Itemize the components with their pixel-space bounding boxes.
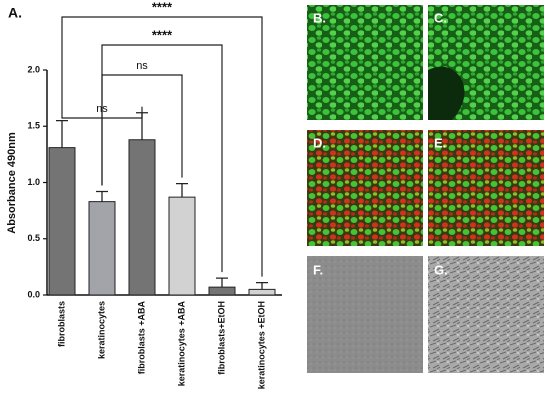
x-tick-label: keratinocytes +EtOH	[256, 301, 266, 389]
bar	[88, 201, 116, 296]
bar	[48, 147, 76, 296]
error-bar	[176, 182, 188, 198]
x-tick-label: fibroblasts +ABA	[136, 301, 146, 375]
y-tick-label: 0.0	[27, 289, 40, 299]
significance-label: ns	[136, 60, 148, 72]
image-panel	[428, 130, 544, 246]
y-tick-label: 0.5	[27, 233, 40, 243]
panel-label: B.	[313, 10, 326, 25]
x-tick-label: keratinocytes +ABA	[176, 301, 186, 387]
panel-label: F.	[313, 262, 323, 277]
error-bar	[56, 119, 68, 148]
panel-label: C.	[434, 10, 447, 25]
error-bar	[256, 281, 268, 290]
y-tick-label: 1.0	[27, 177, 40, 187]
x-tick-label: fibroblasts	[56, 301, 66, 347]
bar	[248, 288, 276, 296]
significance-label: ****	[152, 27, 173, 42]
significance-label: ****	[152, 0, 173, 14]
y-axis-label: Absorbance 490nm	[6, 132, 18, 234]
panel-label: E.	[434, 135, 446, 150]
significance-bracket	[101, 44, 223, 273]
error-bar	[96, 190, 108, 202]
x-tick-label: keratinocytes	[96, 301, 106, 359]
image-dark-region	[428, 66, 465, 120]
bar	[208, 286, 236, 296]
panel-label: G.	[434, 262, 448, 277]
x-tick-label: fibroblasts+EtOH	[216, 301, 226, 375]
y-tick-label: 2.0	[27, 64, 40, 74]
panel-label: A.	[8, 5, 22, 21]
y-tick-label: 1.5	[27, 121, 40, 131]
error-bar	[216, 277, 228, 288]
significance-bracket	[61, 16, 263, 277]
image-panel	[307, 5, 423, 120]
image-panel	[428, 256, 544, 373]
panel-label: D.	[313, 135, 326, 150]
bar	[168, 196, 196, 296]
bar	[128, 139, 156, 296]
image-panel	[307, 130, 423, 246]
image-panels: B. C. D. E. F. G.	[307, 5, 544, 373]
image-panel	[307, 256, 423, 373]
